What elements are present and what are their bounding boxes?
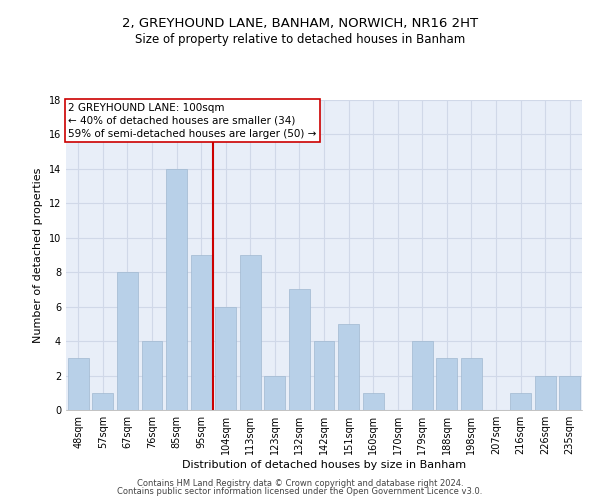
Bar (436, 358, 457, 410)
Bar (142, 341, 163, 410)
Bar (559, 376, 580, 410)
Bar (92, 393, 113, 410)
Y-axis label: Number of detached properties: Number of detached properties (33, 168, 43, 342)
Bar (510, 393, 531, 410)
Bar (215, 306, 236, 410)
Bar (535, 376, 556, 410)
Bar (265, 376, 286, 410)
Text: 2, GREYHOUND LANE, BANHAM, NORWICH, NR16 2HT: 2, GREYHOUND LANE, BANHAM, NORWICH, NR16… (122, 18, 478, 30)
Text: 2 GREYHOUND LANE: 100sqm
← 40% of detached houses are smaller (34)
59% of semi-d: 2 GREYHOUND LANE: 100sqm ← 40% of detach… (68, 102, 317, 139)
Bar (362, 393, 383, 410)
Text: Contains public sector information licensed under the Open Government Licence v3: Contains public sector information licen… (118, 487, 482, 496)
Bar (461, 358, 482, 410)
Bar (314, 341, 334, 410)
Bar (166, 169, 187, 410)
Bar (412, 341, 433, 410)
Bar (68, 358, 89, 410)
Bar (289, 290, 310, 410)
Text: Contains HM Land Registry data © Crown copyright and database right 2024.: Contains HM Land Registry data © Crown c… (137, 478, 463, 488)
X-axis label: Distribution of detached houses by size in Banham: Distribution of detached houses by size … (182, 460, 466, 470)
Bar (240, 255, 261, 410)
Bar (117, 272, 138, 410)
Bar (191, 255, 212, 410)
Text: Size of property relative to detached houses in Banham: Size of property relative to detached ho… (135, 32, 465, 46)
Bar (338, 324, 359, 410)
